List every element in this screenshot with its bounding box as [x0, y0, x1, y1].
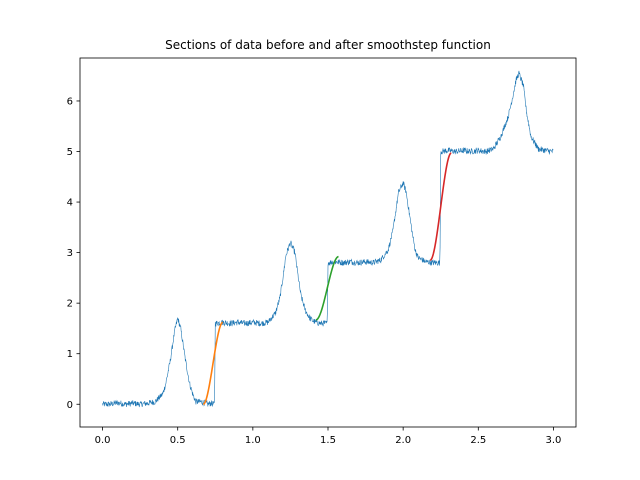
- chart-title: Sections of data before and after smooth…: [165, 38, 491, 52]
- x-tick-label: 1.5: [320, 435, 336, 446]
- x-tick-label: 1.0: [245, 435, 261, 446]
- series-line-2: [315, 255, 339, 321]
- series-line-3: [430, 152, 452, 261]
- series-line-1: [203, 321, 223, 406]
- axes-layer: 0.0 0.5 1.0 1.5 2.0 2.5 3.0 0 1 2 3 4 5 6: [67, 57, 577, 446]
- x-tick-label: 0.0: [95, 435, 111, 446]
- x-tick-label: 2.5: [470, 435, 486, 446]
- y-tick-label: 4: [67, 198, 73, 209]
- y-tick-label: 3: [67, 248, 73, 259]
- series-layer: [102, 70, 554, 408]
- y-tick-label: 6: [67, 96, 73, 107]
- series-line-0: [102, 70, 554, 408]
- x-tick-label: 3.0: [546, 435, 562, 446]
- x-tick-label: 2.0: [395, 435, 411, 446]
- x-tick-label: 0.5: [170, 435, 186, 446]
- y-tick-label: 0: [67, 400, 73, 411]
- y-tick-label: 2: [67, 299, 73, 310]
- y-tick-label: 1: [67, 349, 73, 360]
- y-tick-label: 5: [67, 147, 73, 158]
